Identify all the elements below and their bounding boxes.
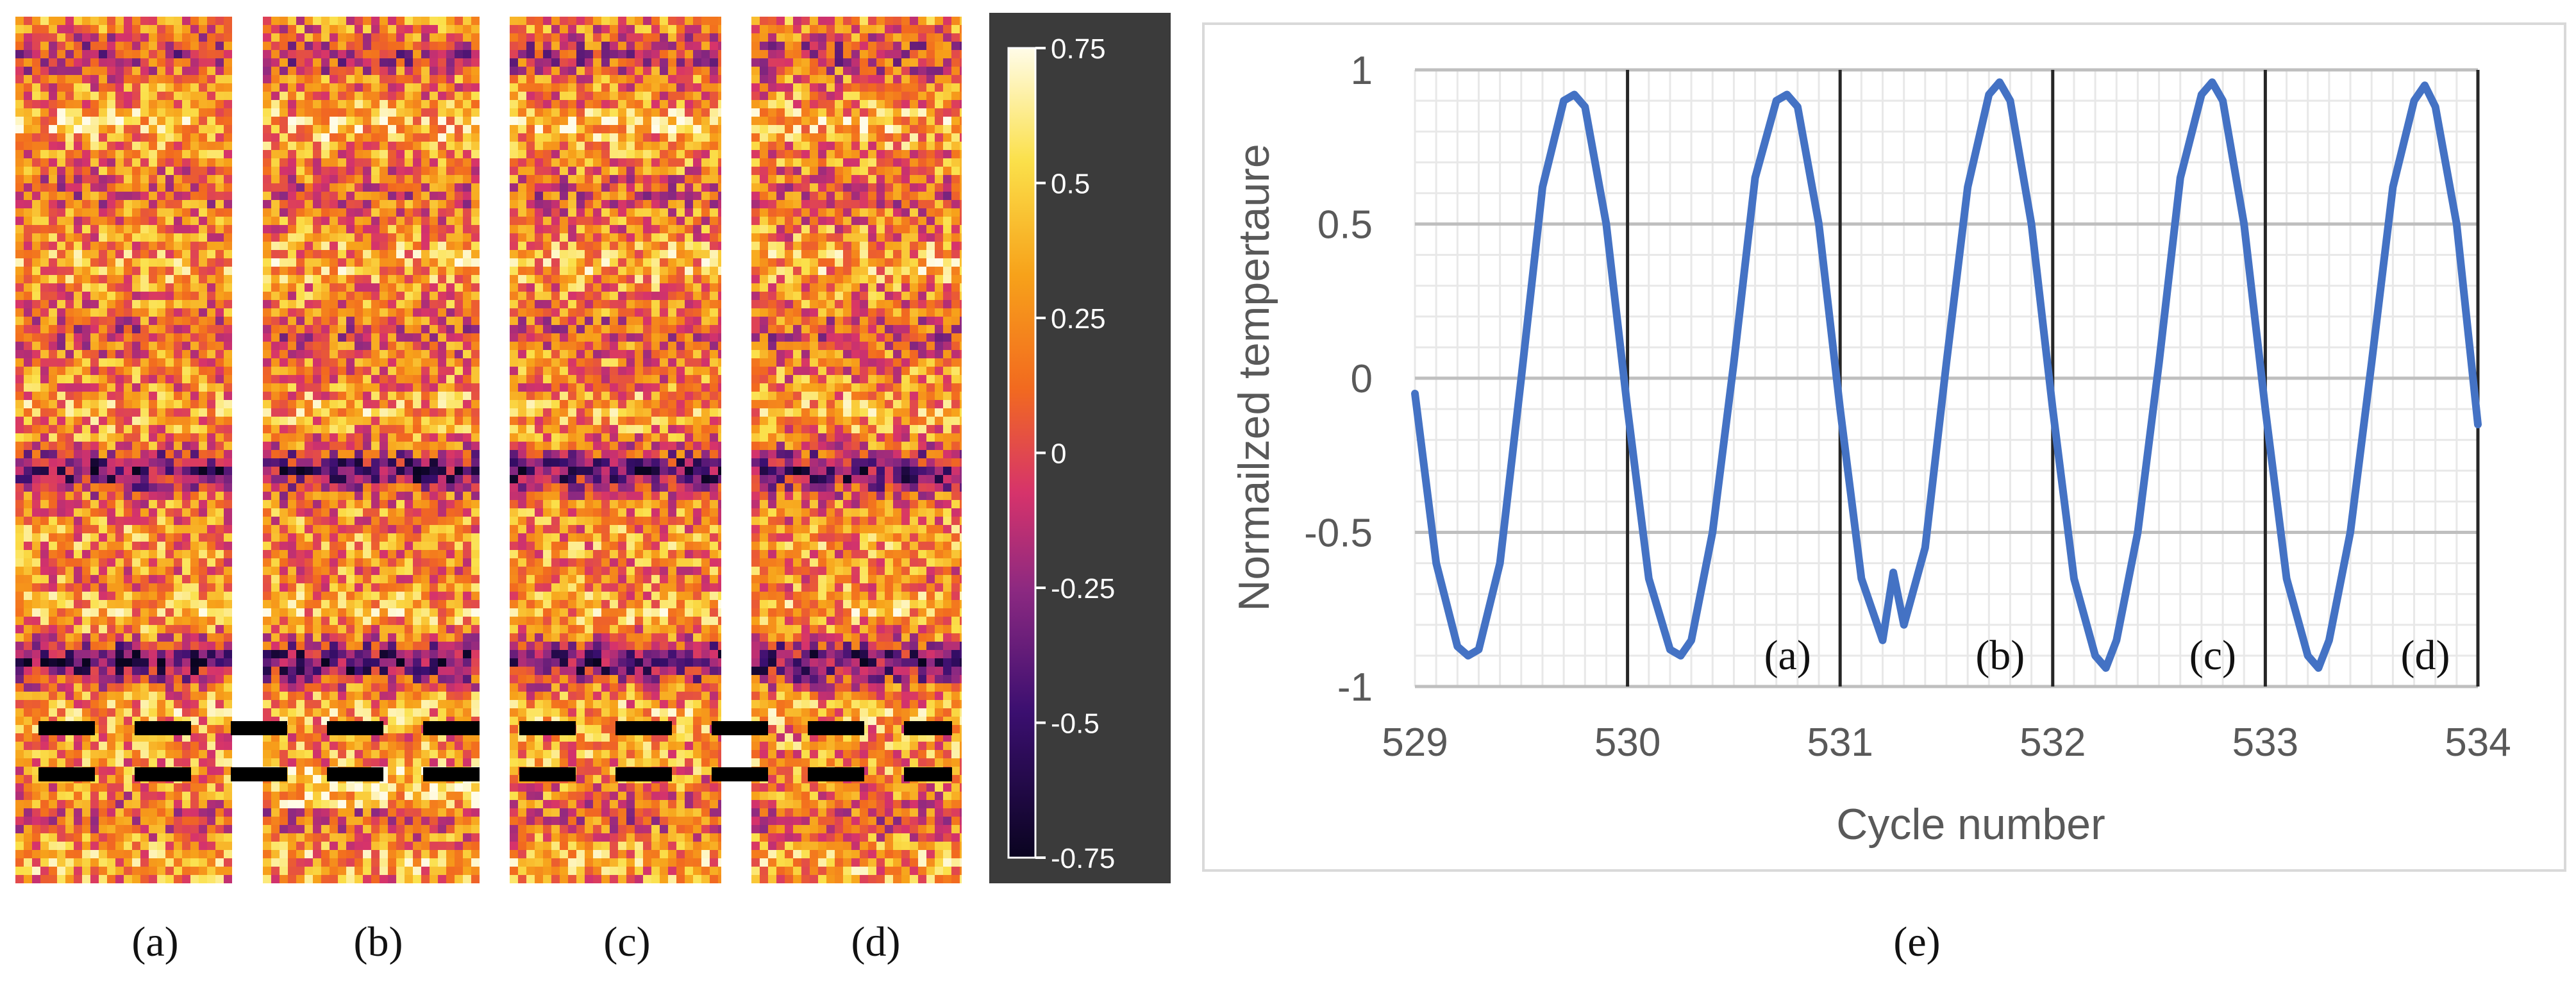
- colorbar-tick-label: 0.75: [1051, 33, 1106, 65]
- panel-label-b: (b): [353, 919, 403, 965]
- temperature-series-line: [1411, 78, 2482, 672]
- cycle-marker-label: (a): [1764, 632, 1811, 679]
- thermal-strip-a-svg: [15, 17, 232, 883]
- x-tick-label: 529: [1382, 720, 1448, 765]
- colorbar-svg: 0.75 0.5 0.25 0 -0.25 -0.5 -0.75: [1007, 33, 1115, 874]
- panel-label-a: (a): [131, 919, 179, 965]
- x-tick-label: 534: [2445, 720, 2511, 765]
- thermal-noise-texture: [15, 17, 232, 883]
- colorbar-tick-label: -0.5: [1051, 708, 1100, 740]
- y-tick-label: -0.5: [1304, 512, 1373, 556]
- thermal-strip-c-svg: [510, 17, 721, 883]
- x-tick-label: 530: [1594, 720, 1660, 765]
- y-tick-label: 0.5: [1317, 203, 1373, 247]
- cycle-marker-label: (d): [2401, 632, 2450, 679]
- thermal-strip-c: [510, 17, 721, 883]
- x-tick-label: 531: [1807, 720, 1873, 765]
- panel-label-e: (e): [1893, 919, 1941, 965]
- y-tick-label: 1: [1351, 49, 1373, 93]
- x-tick-label: 532: [2020, 720, 2086, 765]
- x-axis-label: Cycle number: [1836, 800, 2105, 849]
- panel-label-d: (d): [851, 919, 901, 965]
- thermal-strip-a: [15, 17, 232, 883]
- thermal-noise-texture: [510, 17, 721, 883]
- line-chart: 529 530 531 532 533 534 1 0.5 0 -0.5 -1 (a) (b) (c)…: [1230, 49, 2511, 849]
- colorbar-gradient: [1007, 47, 1037, 859]
- colorbar-tick-label: 0.5: [1051, 169, 1090, 200]
- thermal-strip-b-svg: [263, 17, 480, 883]
- thermal-noise-texture: [263, 17, 480, 883]
- colorbar-tick-label: 0.25: [1051, 303, 1106, 335]
- y-tick-label: 0: [1351, 357, 1373, 401]
- thermal-strip-d: [751, 17, 962, 883]
- x-tick-label: 533: [2232, 720, 2298, 765]
- colorbar-tick-label: -0.75: [1051, 843, 1115, 874]
- y-axis-label: Normailzed tempertaure: [1230, 144, 1278, 611]
- chart-frame: 529 530 531 532 533 534 1 0.5 0 -0.5 -1 (a) (b) (c)…: [1202, 22, 2566, 872]
- colorbar-tick-label: 0: [1051, 438, 1066, 470]
- y-tick-label: -1: [1337, 665, 1373, 710]
- colorbar: 0.75 0.5 0.25 0 -0.25 -0.5 -0.75: [989, 13, 1171, 883]
- panel-label-c: (c): [603, 919, 651, 965]
- cycle-marker-label: (c): [2189, 632, 2236, 679]
- thermal-strip-b: [263, 17, 480, 883]
- colorbar-tick-label: -0.25: [1051, 573, 1115, 604]
- thermal-strip-d-svg: [751, 17, 962, 883]
- cycle-marker-label: (b): [1975, 632, 2025, 679]
- thermal-noise-texture: [751, 17, 962, 883]
